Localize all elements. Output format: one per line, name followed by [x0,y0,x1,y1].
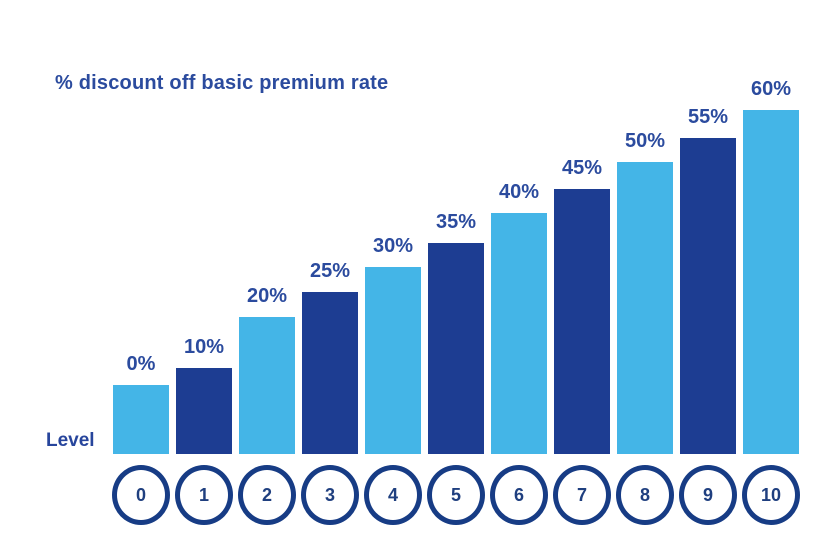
bar-level-3 [302,292,358,454]
bar-value-label-6: 40% [498,181,540,203]
level-circle-1: 1 [175,465,233,525]
bar-level-9 [680,138,736,454]
bar-value-label-7: 45% [561,157,603,179]
chart-title: % discount off basic premium rate [55,72,389,94]
bar-value-label-4: 30% [372,235,414,257]
bar-value-label-1: 10% [183,336,225,358]
bar-level-2 [239,317,295,454]
bar-value-label-0: 0% [126,353,156,375]
bar-value-label-2: 20% [246,285,288,307]
bar-value-label-10: 60% [750,78,792,100]
level-circle-7: 7 [553,465,611,525]
bar-value-label-9: 55% [687,106,729,128]
level-axis-label: Level [46,430,95,451]
level-circle-10: 10 [742,465,800,525]
bar-value-label-8: 50% [624,130,666,152]
level-circle-8: 8 [616,465,674,525]
bar-value-label-3: 25% [309,260,351,282]
bar-level-5 [428,243,484,454]
bar-level-0 [113,385,169,454]
level-circle-4: 4 [364,465,422,525]
bar-level-7 [554,189,610,454]
level-circle-3: 3 [301,465,359,525]
bar-value-label-5: 35% [435,211,477,233]
bar-level-6 [491,213,547,454]
bar-level-1 [176,368,232,454]
bar-level-4 [365,267,421,454]
level-circle-2: 2 [238,465,296,525]
bar-level-10 [743,110,799,454]
level-circle-9: 9 [679,465,737,525]
level-circle-6: 6 [490,465,548,525]
bar-level-8 [617,162,673,454]
level-circle-0: 0 [112,465,170,525]
level-circle-5: 5 [427,465,485,525]
